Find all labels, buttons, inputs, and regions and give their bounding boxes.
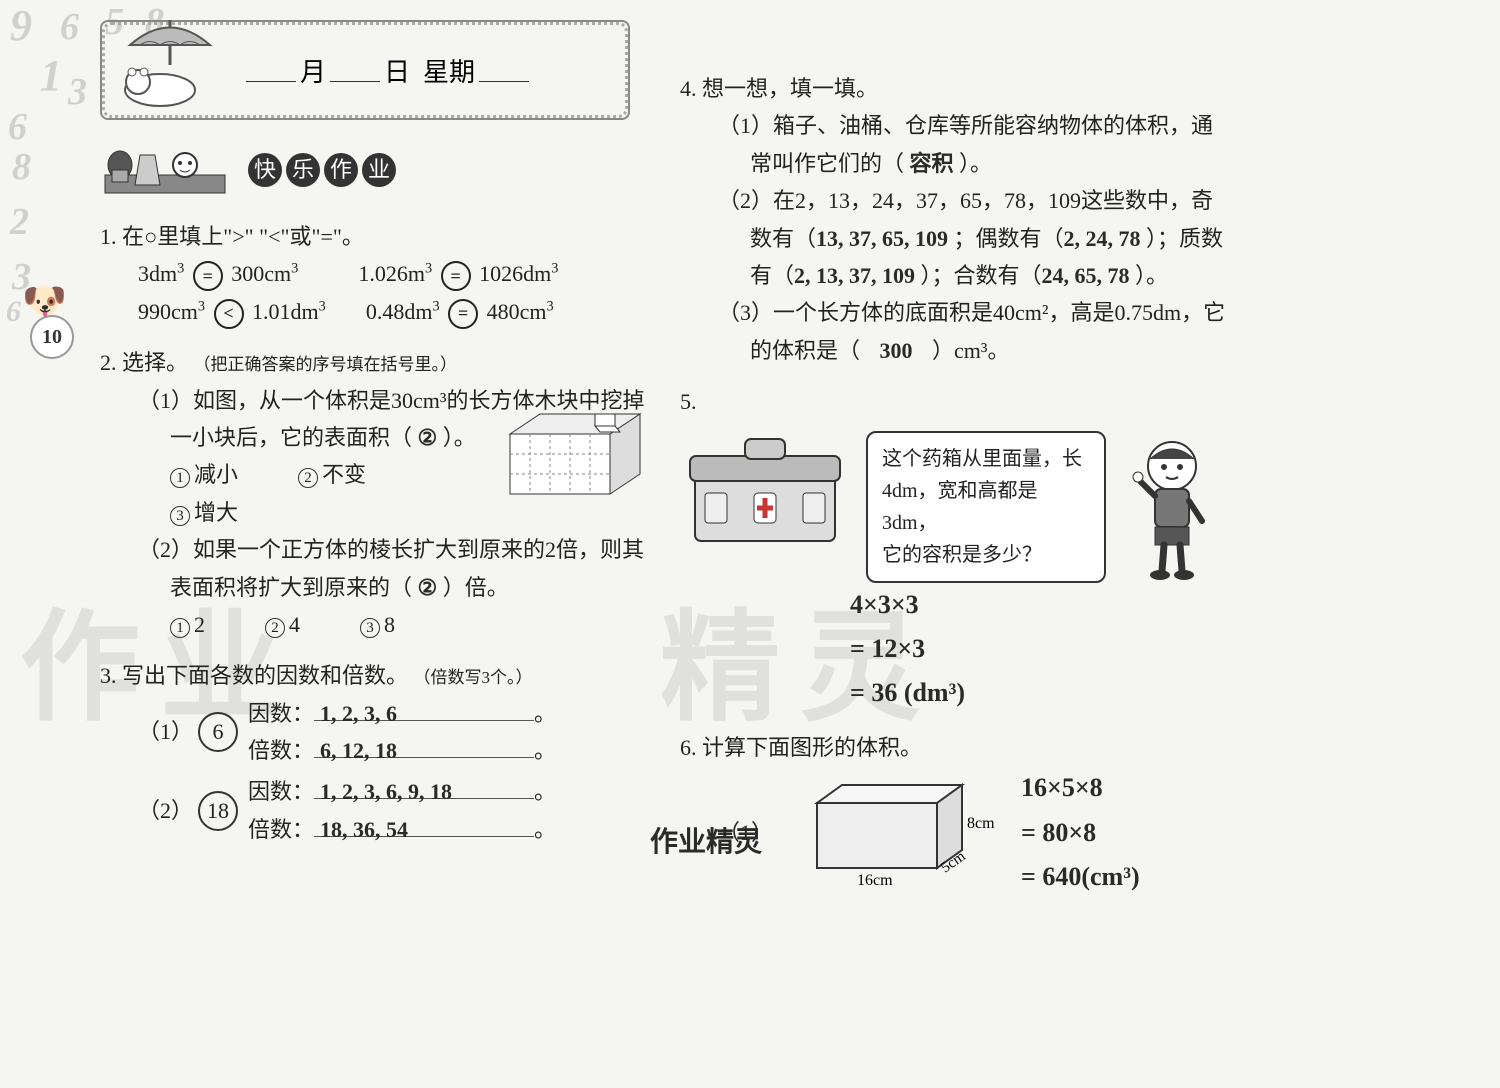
q4-odd: 13, 37, 65, 109 (816, 226, 948, 251)
left-column: 月 日 星期 快 乐 作 业 1. 在○里填上">" "<"或"="。 3dm3 (100, 20, 650, 862)
q1-pair: 3dm3 = 300cm3 (138, 255, 298, 292)
q3-n1-multiples: 6, 12, 18 (314, 732, 534, 758)
weekday-label: 星期 (423, 52, 475, 89)
q6-calc-line: 16×5×8 (1021, 766, 1140, 810)
q2-2-opt1: 12 (170, 606, 205, 643)
question-5: 5. 这个药箱从里面量，长 4dm，宽和高都是3dm， 它的容积是多少？ (680, 383, 1230, 715)
q2-1-opt1: 1减小 (170, 456, 238, 493)
compare-answer: = (193, 261, 223, 291)
q3-n2-factors: 1, 2, 3, 6, 9, 18 (314, 773, 534, 799)
q3-n1-factors: 1, 2, 3, 6 (314, 695, 534, 721)
q1-pair: 990cm3 < 1.01dm3 (138, 293, 326, 330)
section-title-row: 快 乐 作 业 (100, 140, 650, 200)
q5-calc-line: = 12×3 (850, 627, 1230, 671)
q1-stem: 1. 在○里填上">" "<"或"="。 (100, 218, 650, 255)
question-3: 3. 写出下面各数的因数和倍数。 （倍数写3个。） （1） 6 因数：1, 2,… (100, 657, 650, 848)
q2-stem: 2. 选择。 (100, 350, 188, 375)
q2-1-opt2: 2不变 (298, 456, 366, 493)
footer-watermark-text: 作业精灵 (650, 820, 762, 860)
q3-note: （倍数写3个。） (414, 668, 533, 687)
q4-1-answer: 容积 (910, 151, 954, 176)
cuboid-with-notch-diagram (500, 404, 660, 504)
month-label: 月 (300, 52, 326, 89)
weekday-blank (479, 58, 529, 82)
day-label: 日 (384, 52, 410, 89)
q2-note: （把正确答案的序号填在括号里。） (194, 355, 458, 374)
q6-calc-line: = 640(cm³) (1021, 855, 1140, 899)
q4-prime: 2, 13, 37, 109 (794, 263, 915, 288)
q4-even: 2, 24, 78 (1064, 226, 1141, 251)
q5-speech-bubble: 这个药箱从里面量，长 4dm，宽和高都是3dm， 它的容积是多少？ (866, 431, 1106, 583)
date-header-box: 月 日 星期 (100, 20, 630, 120)
section-title-badges: 快 乐 作 业 (248, 153, 396, 187)
badge-char: 乐 (286, 153, 320, 187)
q5-calc-line: 4×3×3 (850, 583, 1230, 627)
q2-2-answer: ② (418, 575, 438, 600)
q3-n1: 6 (198, 712, 238, 752)
boy-character-icon (1122, 431, 1222, 581)
stationery-icon (100, 140, 240, 200)
question-4: 4. 想一想，填一填。 （1）箱子、油桶、仓库等所能容纳物体的体积，通 常叫作它… (680, 70, 1230, 369)
q3-n2: 18 (198, 791, 238, 831)
q2-2-line1: （2）如果一个正方体的棱长扩大到原来的2倍，则其 (100, 531, 650, 568)
question-2: 2. 选择。 （把正确答案的序号填在括号里。） （1）如图，从一个体积是30cm… (100, 344, 650, 643)
q2-2-opt2: 24 (265, 606, 300, 643)
q4-3-answer: 300 (866, 338, 927, 363)
badge-char: 作 (324, 153, 358, 187)
svg-text:16cm: 16cm (857, 872, 893, 889)
right-column: 4. 想一想，填一填。 （1）箱子、油桶、仓库等所能容纳物体的体积，通 常叫作它… (680, 70, 1230, 913)
q4-stem: 4. 想一想，填一填。 (680, 70, 1230, 107)
q4-comp: 24, 65, 78 (1042, 263, 1130, 288)
svg-text:8cm: 8cm (967, 815, 995, 832)
compare-answer: = (441, 261, 471, 291)
compare-answer: < (214, 299, 244, 329)
month-blank (246, 58, 296, 82)
q5-calc-line: = 36 (dm³) (850, 671, 1230, 715)
page-number-badge: 10 (30, 315, 74, 359)
cuboid-diagram: 16cm 5cm 8cm (797, 773, 997, 893)
medicine-box-icon (680, 431, 850, 551)
question-1: 1. 在○里填上">" "<"或"="。 3dm3 = 300cm3 1.026… (100, 218, 650, 330)
compare-answer: = (448, 299, 478, 329)
q3-n2-multiples: 18, 36, 54 (314, 811, 534, 837)
q1-pair: 0.48dm3 = 480cm3 (366, 293, 554, 330)
badge-char: 业 (362, 153, 396, 187)
question-6: 6. 计算下面图形的体积。 （1） 16cm 5cm 8cm 16×5×8 = … (680, 729, 1230, 899)
q1-pair: 1.026m3 = 1026dm3 (358, 255, 558, 292)
q6-stem: 6. 计算下面图形的体积。 (680, 729, 1230, 766)
q2-1-opt3: 3增大 (170, 494, 238, 531)
q2-2-opt3: 38 (360, 606, 395, 643)
q5-stem: 5. (680, 383, 1230, 420)
q2-1-answer: ② (418, 425, 438, 450)
q3-stem: 3. 写出下面各数的因数和倍数。 (100, 663, 408, 688)
day-blank (330, 58, 380, 82)
q6-calc-line: = 80×8 (1021, 811, 1140, 855)
badge-char: 快 (248, 153, 282, 187)
bear-umbrella-icon (110, 10, 230, 110)
